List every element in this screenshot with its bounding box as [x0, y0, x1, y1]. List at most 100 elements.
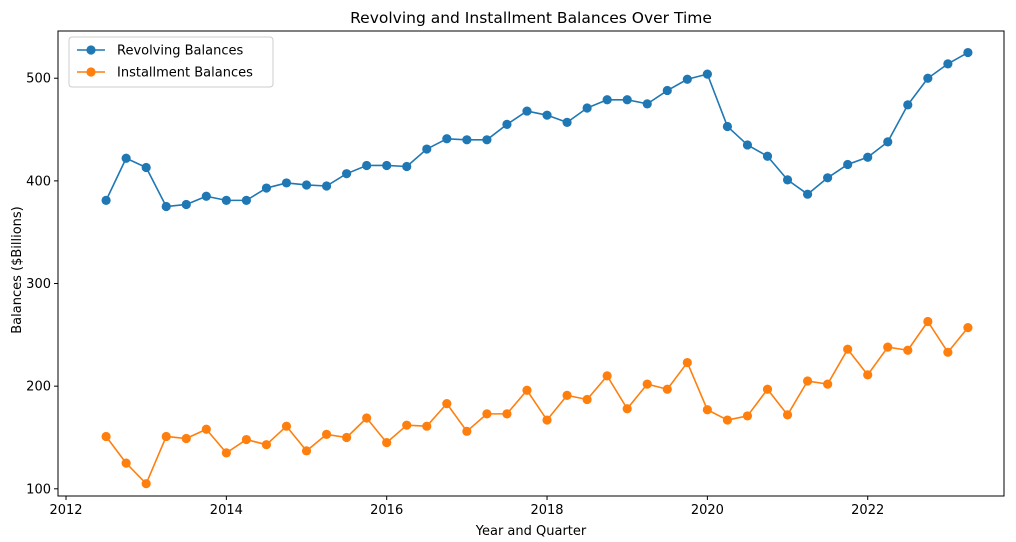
revolving-data-point [281, 178, 292, 188]
installment-data-point [482, 409, 492, 419]
installment-data-point [321, 429, 332, 440]
installment-data-point [602, 371, 612, 381]
revolving-data-point [943, 59, 953, 69]
revolving-data-point [402, 161, 412, 172]
revolving-data-point [261, 183, 272, 193]
installment-data-point [522, 385, 532, 395]
legend-box [68, 36, 274, 88]
x-tick-label: 2022 [851, 503, 884, 518]
revolving-data-point [362, 160, 372, 171]
revolving-data-point [682, 74, 692, 84]
revolving-data-point [181, 199, 191, 210]
installment-data-point [883, 342, 893, 352]
revolving-data-point [442, 134, 452, 144]
installment-data-point [101, 431, 111, 442]
installment-data-point [582, 394, 592, 405]
revolving-data-point [863, 152, 873, 162]
chart-title: Revolving and Installment Balances Over … [350, 9, 712, 27]
y-tick-label: 300 [26, 277, 51, 292]
revolving-data-point [141, 162, 151, 173]
installment-data-point [181, 433, 191, 444]
revolving-data-point [221, 195, 231, 205]
installment-data-point [141, 479, 151, 489]
revolving-data-point [923, 73, 933, 83]
installment-data-point [402, 420, 412, 430]
x-tick-label: 2020 [691, 503, 724, 518]
revolving-data-point [382, 160, 392, 171]
installment-data-point [502, 409, 512, 419]
revolving-data-point [101, 195, 111, 205]
plot-frame [57, 30, 1005, 497]
revolving-data-point [321, 181, 332, 191]
installment-data-point [542, 415, 552, 425]
series-layer [101, 47, 973, 489]
revolving-data-point [782, 175, 793, 185]
legend: Revolving Balances Installment Balances [68, 36, 274, 88]
installment-data-point [342, 432, 352, 443]
installment-data-point [943, 347, 953, 357]
revolving-data-point [722, 121, 733, 132]
installment-data-point [161, 431, 171, 442]
y-tick-label: 400 [26, 174, 51, 189]
y-tick-label: 500 [26, 72, 51, 87]
x-tick-label: 2014 [210, 503, 243, 518]
installment-data-point [622, 404, 632, 414]
revolving-data-point [422, 144, 432, 154]
y-tick-label: 200 [26, 380, 51, 395]
legend-installment-marker [86, 67, 96, 77]
installment-data-point [863, 370, 873, 380]
installment-data-point [261, 440, 272, 450]
installment-data-point [702, 405, 712, 415]
revolving-data-point [823, 173, 833, 183]
revolving-data-point [462, 135, 472, 145]
revolving-data-point [702, 69, 712, 79]
installment-data-point [682, 357, 692, 368]
installment-data-point [422, 421, 432, 431]
installment-data-point [782, 410, 793, 420]
installment-data-point [301, 446, 312, 456]
installment-data-point [722, 415, 733, 425]
installment-data-point [642, 379, 652, 389]
revolving-data-point [622, 95, 632, 105]
revolving-data-point [542, 110, 552, 120]
revolving-data-point [241, 195, 251, 205]
installment-data-point [562, 390, 572, 401]
installment-series [101, 316, 973, 489]
revolving-data-point [742, 140, 753, 150]
legend-revolving-marker [86, 45, 96, 55]
revolving-data-point [482, 135, 492, 145]
legend-revolving-label: Revolving Balances [117, 44, 243, 59]
y-axis-label: Balances ($Billions) [10, 206, 25, 334]
installment-data-point [201, 424, 211, 434]
revolving-data-point [301, 180, 312, 190]
legend-installment-label: Installment Balances [117, 66, 253, 81]
revolving-data-point [843, 159, 853, 170]
y-tick-label: 100 [26, 482, 51, 497]
installment-data-point [221, 448, 231, 458]
revolving-data-point [582, 103, 592, 113]
revolving-data-point [883, 137, 893, 147]
revolving-data-point [121, 153, 131, 163]
x-tick-label: 2018 [530, 503, 563, 518]
x-tick-label: 2016 [370, 503, 403, 518]
revolving-series [101, 47, 973, 212]
installment-data-point [843, 344, 853, 354]
x-axis-ticks: 2012 2014 2016 2018 2020 2022 [49, 496, 884, 518]
installment-data-point [382, 438, 392, 448]
installment-data-point [241, 434, 251, 445]
installment-data-point [281, 421, 292, 431]
revolving-data-point [342, 169, 352, 179]
revolving-data-point [802, 189, 813, 199]
installment-data-point [923, 316, 933, 327]
revolving-data-point [161, 201, 171, 212]
installment-data-point [762, 384, 773, 394]
revolving-data-point [602, 95, 612, 105]
revolving-data-point [662, 85, 672, 96]
installment-data-point [662, 384, 672, 394]
revolving-data-point [562, 117, 572, 127]
revolving-data-point [522, 106, 532, 116]
x-axis-label: Year and Quarter [475, 524, 587, 539]
installment-data-point [802, 376, 813, 386]
x-tick-label: 2012 [49, 503, 82, 518]
